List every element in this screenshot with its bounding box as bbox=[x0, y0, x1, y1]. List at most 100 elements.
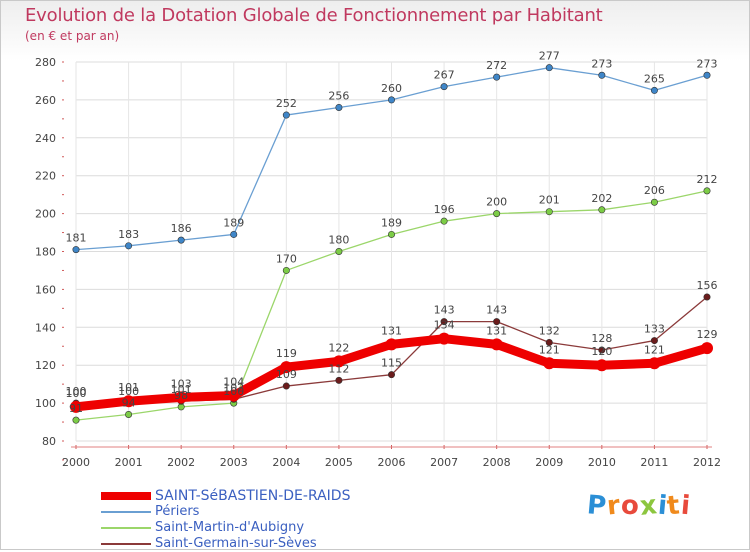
legend-label-saint-germain: Saint-Germain-sur-Sèves bbox=[155, 536, 317, 551]
data-point bbox=[440, 217, 448, 225]
data-label: 94 bbox=[122, 396, 136, 409]
legend-swatch-saint-martin bbox=[101, 527, 151, 529]
y-tick-label: 100 bbox=[35, 397, 56, 410]
legend-swatch-periers bbox=[101, 511, 151, 513]
x-tick-label: 2000 bbox=[62, 456, 90, 469]
data-point bbox=[387, 230, 395, 238]
data-point bbox=[440, 318, 448, 326]
data-point bbox=[440, 83, 448, 91]
series-points bbox=[70, 64, 713, 424]
data-label: 101 bbox=[118, 381, 139, 394]
data-point bbox=[598, 346, 606, 354]
proxiti-logo: Proxiti bbox=[586, 490, 693, 522]
data-point bbox=[335, 103, 343, 111]
data-label: 267 bbox=[434, 69, 455, 82]
data-point bbox=[282, 382, 290, 390]
data-point bbox=[493, 210, 501, 218]
y-tick-label: 220 bbox=[35, 170, 56, 183]
data-point bbox=[125, 242, 133, 250]
data-label: 102 bbox=[223, 381, 244, 394]
data-point bbox=[650, 337, 658, 345]
data-label: 201 bbox=[539, 194, 560, 207]
data-point bbox=[703, 71, 711, 79]
data-label: 183 bbox=[118, 228, 139, 241]
y-tick-label: 160 bbox=[35, 283, 56, 296]
x-tick-label: 2002 bbox=[167, 456, 195, 469]
data-label: 131 bbox=[381, 324, 402, 337]
data-label: 100 bbox=[66, 385, 87, 398]
x-axis: 2000 2001 2002 2003 2004 2005 2006 2007 2008 2009… bbox=[62, 445, 721, 469]
data-point bbox=[282, 266, 290, 274]
data-label: 100 bbox=[66, 387, 87, 400]
data-label: 121 bbox=[539, 343, 560, 356]
data-label: 143 bbox=[434, 304, 455, 317]
data-label: 115 bbox=[381, 357, 402, 370]
data-label: 100 bbox=[223, 385, 244, 398]
data-label: 273 bbox=[697, 57, 718, 70]
data-label: 100 bbox=[118, 385, 139, 398]
data-point bbox=[545, 64, 553, 72]
x-tick-label: 2005 bbox=[325, 456, 353, 469]
data-label: 265 bbox=[644, 72, 665, 85]
data-label: 103 bbox=[171, 377, 192, 390]
data-point bbox=[438, 332, 451, 345]
x-tick-label: 2010 bbox=[588, 456, 616, 469]
x-tick-label: 2003 bbox=[220, 456, 248, 469]
data-label: 189 bbox=[381, 216, 402, 229]
data-point bbox=[701, 342, 713, 355]
y-tick-label: 180 bbox=[35, 246, 56, 259]
y-tick-label: 280 bbox=[35, 56, 56, 69]
data-point bbox=[125, 410, 133, 418]
data-label: 156 bbox=[697, 279, 718, 292]
data-point bbox=[72, 246, 80, 254]
chart-title: Evolution de la Dotation Globale de Fonc… bbox=[25, 5, 603, 26]
data-labels: 181 183 186 189 252 256 260 267 272 277 273 265 273 9… bbox=[66, 50, 718, 415]
data-point bbox=[335, 376, 343, 384]
data-point bbox=[177, 236, 185, 244]
data-label: 91 bbox=[69, 402, 83, 415]
data-label: 134 bbox=[434, 319, 455, 332]
x-tick-label: 2012 bbox=[693, 456, 721, 469]
logo-letter: i bbox=[679, 490, 693, 522]
x-tick-label: 2009 bbox=[535, 456, 563, 469]
data-label: 180 bbox=[328, 234, 349, 247]
data-label: 212 bbox=[697, 173, 718, 186]
data-label: 133 bbox=[644, 323, 665, 336]
data-point bbox=[122, 395, 135, 408]
data-label: 112 bbox=[328, 362, 349, 375]
legend-label-periers: Périers bbox=[155, 504, 200, 519]
data-label: 104 bbox=[223, 376, 244, 389]
y-tick-label: 140 bbox=[35, 321, 56, 334]
chart-subtitle: (en € et par an) bbox=[25, 29, 120, 43]
data-point bbox=[598, 206, 606, 214]
data-label: 101 bbox=[171, 383, 192, 396]
data-label: 202 bbox=[591, 192, 612, 205]
x-tick-label: 2008 bbox=[483, 456, 511, 469]
data-label: 131 bbox=[486, 324, 507, 337]
x-tick-label: 2007 bbox=[430, 456, 458, 469]
data-point bbox=[595, 359, 608, 372]
legend-label-saint-sebastien: SAINT-SéBASTIEN-DE-RAIDS bbox=[155, 488, 351, 504]
data-label: 121 bbox=[644, 343, 665, 356]
data-point bbox=[703, 293, 711, 301]
data-point bbox=[493, 318, 501, 326]
data-point bbox=[280, 361, 293, 374]
data-point bbox=[175, 391, 188, 404]
data-point bbox=[332, 355, 345, 368]
data-label: 260 bbox=[381, 82, 402, 95]
data-point bbox=[598, 71, 606, 79]
data-label: 256 bbox=[328, 89, 349, 102]
x-tick-label: 2001 bbox=[115, 456, 143, 469]
data-label: 277 bbox=[539, 50, 560, 63]
data-point bbox=[230, 230, 238, 238]
legend-swatch-saint-sebastien bbox=[101, 492, 151, 500]
data-point bbox=[385, 338, 398, 351]
x-tick-label: 2004 bbox=[272, 456, 300, 469]
x-tick-label: 2006 bbox=[378, 456, 406, 469]
data-point bbox=[545, 208, 553, 216]
data-point bbox=[387, 96, 395, 104]
y-tick-label: 200 bbox=[35, 208, 56, 221]
data-label: 181 bbox=[66, 232, 87, 245]
data-point bbox=[650, 86, 658, 94]
